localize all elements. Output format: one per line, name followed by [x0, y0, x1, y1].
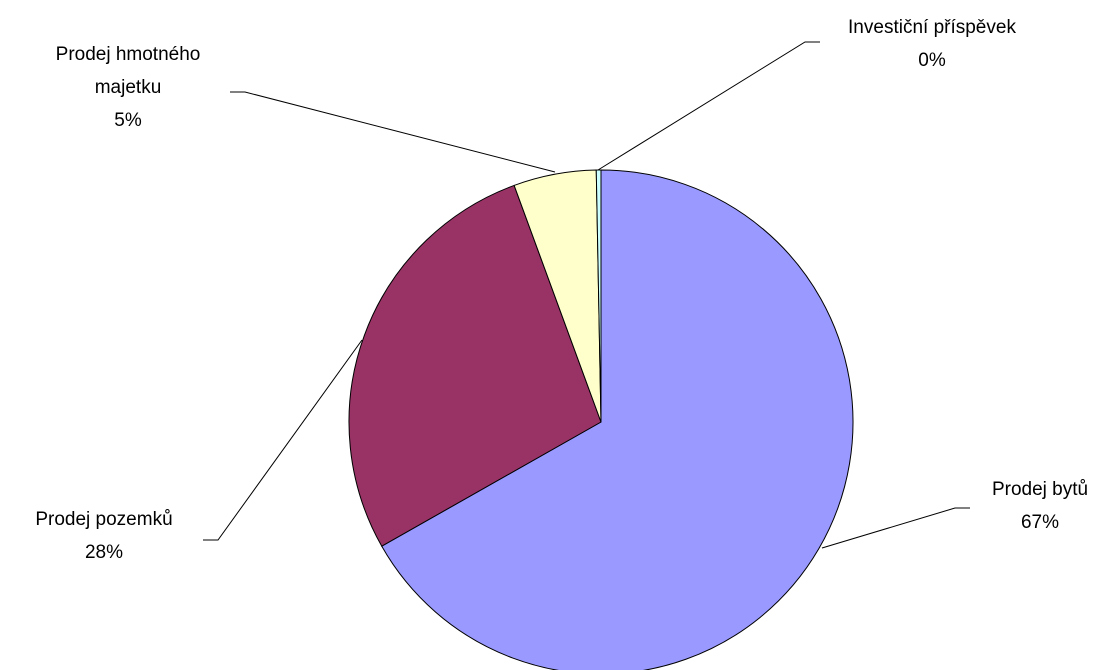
- category-label: Prodej hmotného majetku: [55, 44, 201, 98]
- leader-line: [230, 91, 556, 173]
- leader-line: [597, 41, 820, 171]
- slice-label: Prodej hmotného majetku 5%: [23, 38, 233, 137]
- leader-line: [203, 339, 363, 541]
- slice-label: Prodej bytů 67%: [940, 473, 1110, 539]
- category-label: Investiční příspěvek: [848, 17, 1016, 38]
- category-label: Prodej bytů: [991, 479, 1089, 500]
- value-label: 5%: [114, 110, 142, 131]
- slice-label: Prodej pozemků 28%: [4, 503, 204, 569]
- category-label: Prodej pozemků: [35, 509, 173, 530]
- leader-line: [821, 507, 970, 549]
- value-label: 28%: [84, 542, 124, 563]
- value-label: 67%: [1020, 512, 1060, 533]
- slice-label: Investiční příspěvek 0%: [812, 11, 1052, 77]
- pie-slice: [381, 169, 854, 670]
- value-label: 0%: [918, 50, 946, 71]
- pie-slice: [348, 184, 602, 547]
